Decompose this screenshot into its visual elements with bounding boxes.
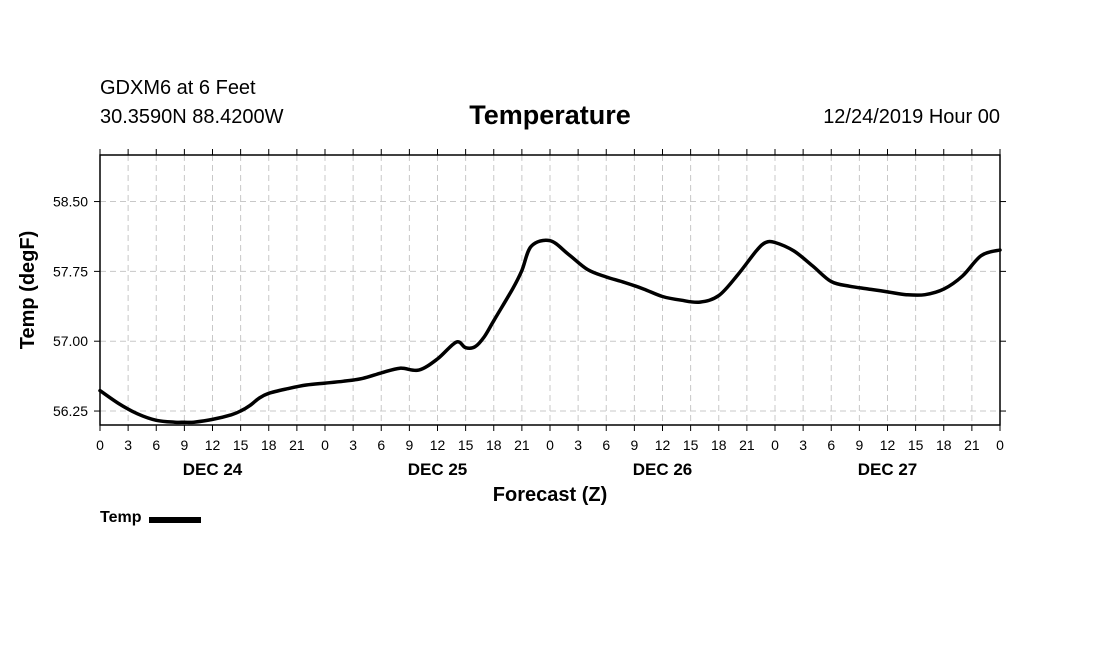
forecast-datetime: 12/24/2019 Hour 00 xyxy=(823,106,1000,128)
y-tick-label: 58.50 xyxy=(53,194,88,210)
x-tick-label: 0 xyxy=(96,437,104,453)
x-tick-label: 9 xyxy=(855,437,863,453)
y-tick-label: 56.25 xyxy=(53,403,88,419)
x-tick-label: 0 xyxy=(546,437,554,453)
chart-title: Temperature xyxy=(469,100,631,130)
day-label: DEC 25 xyxy=(408,460,468,479)
day-label: DEC 26 xyxy=(633,460,693,479)
legend: Temp xyxy=(100,509,202,527)
x-tick-label: 0 xyxy=(771,437,779,453)
x-tick-label: 9 xyxy=(630,437,638,453)
x-axis-title: Forecast (Z) xyxy=(493,484,607,506)
x-tick-label: 6 xyxy=(377,437,385,453)
x-tick-label: 9 xyxy=(180,437,188,453)
x-tick-label: 12 xyxy=(205,437,221,453)
x-tick-label: 6 xyxy=(827,437,835,453)
x-tick-label: 15 xyxy=(233,437,249,453)
y-tick-label: 57.75 xyxy=(53,263,88,279)
x-tick-label: 18 xyxy=(486,437,502,453)
x-tick-label: 12 xyxy=(880,437,896,453)
x-tick-label: 15 xyxy=(683,437,699,453)
x-tick-label: 6 xyxy=(602,437,610,453)
x-tick-label: 15 xyxy=(458,437,474,453)
day-label: DEC 27 xyxy=(858,460,918,479)
legend-label: Temp xyxy=(100,509,142,526)
x-tick-label: 3 xyxy=(574,437,582,453)
station-label: GDXM6 at 6 Feet xyxy=(100,77,256,99)
x-tick-label: 3 xyxy=(124,437,132,453)
y-tick-label: 57.00 xyxy=(53,333,88,349)
day-label: DEC 24 xyxy=(183,460,243,479)
x-tick-label: 6 xyxy=(152,437,160,453)
x-tick-label: 0 xyxy=(996,437,1004,453)
x-tick-label: 9 xyxy=(405,437,413,453)
x-tick-label: 18 xyxy=(261,437,277,453)
line-swatch-icon xyxy=(149,516,202,523)
x-tick-label: 18 xyxy=(936,437,952,453)
x-tick-label: 12 xyxy=(655,437,671,453)
x-tick-label: 18 xyxy=(711,437,727,453)
x-tick-label: 15 xyxy=(908,437,924,453)
x-tick-label: 21 xyxy=(739,437,755,453)
x-tick-label: 21 xyxy=(514,437,530,453)
x-tick-label: 3 xyxy=(799,437,807,453)
x-tick-label: 0 xyxy=(321,437,329,453)
y-axis-title: Temp (degF) xyxy=(17,231,39,350)
series-line-temp xyxy=(98,238,1002,425)
x-tick-label: 3 xyxy=(349,437,357,453)
x-tick-label: 21 xyxy=(289,437,305,453)
x-tick-label: 21 xyxy=(964,437,980,453)
coordinates-label: 30.3590N 88.4200W xyxy=(100,106,284,128)
x-tick-label: 12 xyxy=(430,437,446,453)
